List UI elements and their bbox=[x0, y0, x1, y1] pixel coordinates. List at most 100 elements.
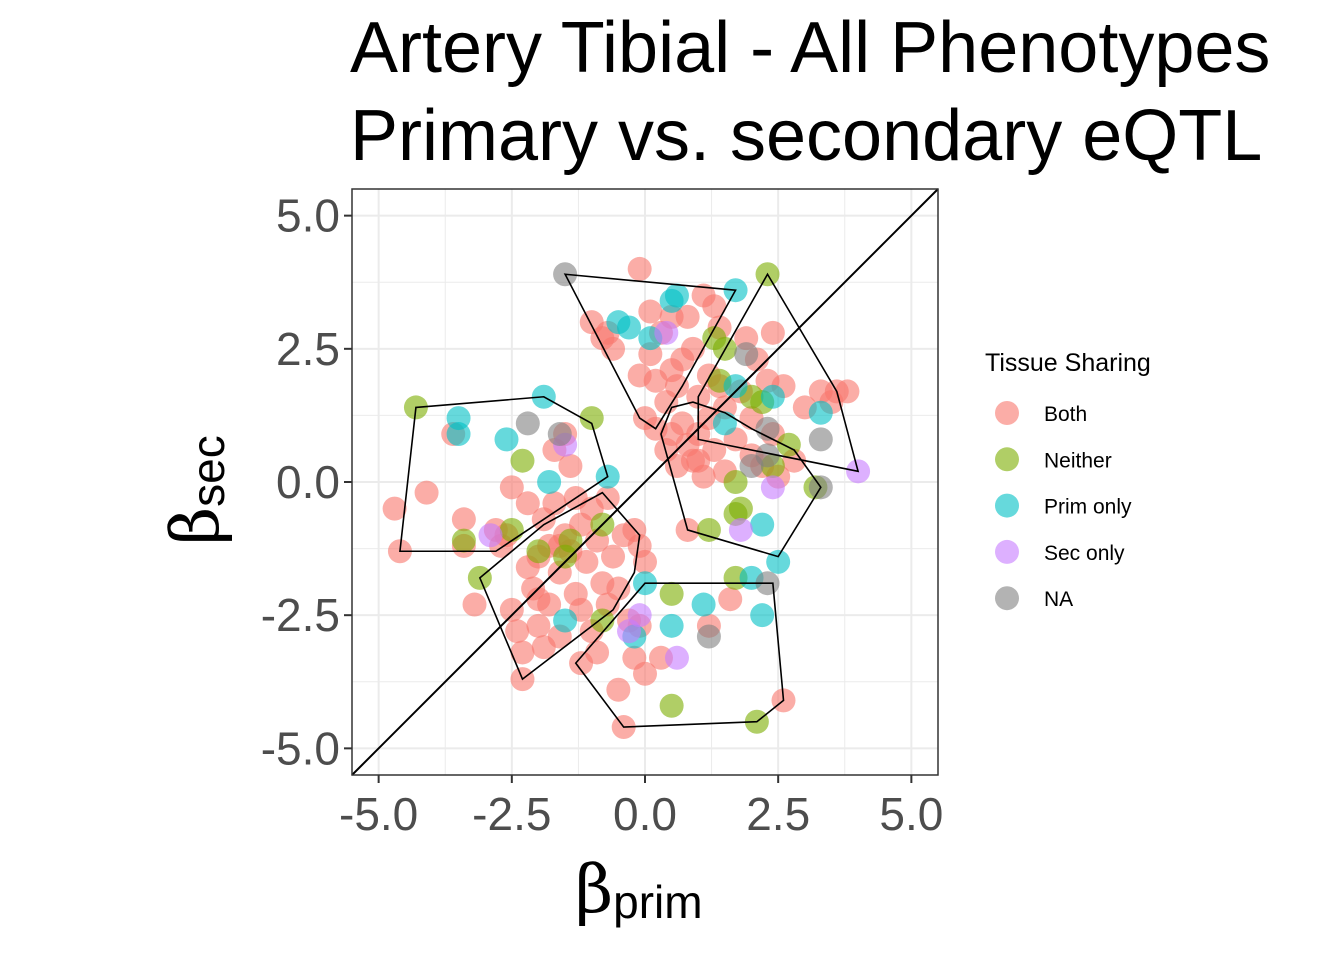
data-point bbox=[734, 342, 759, 367]
data-point bbox=[606, 677, 631, 702]
data-point bbox=[633, 661, 657, 686]
identity-line bbox=[351, 188, 939, 776]
data-point bbox=[638, 299, 663, 324]
svg-text:βsec: βsec bbox=[157, 435, 234, 545]
y-tick-label: -2.5 bbox=[261, 589, 340, 641]
x-tick-label: -2.5 bbox=[472, 788, 551, 840]
data-point bbox=[499, 517, 524, 542]
data-point bbox=[585, 640, 610, 665]
data-point bbox=[654, 320, 679, 345]
data-point bbox=[766, 549, 791, 574]
y-tick-label: 2.5 bbox=[276, 323, 340, 375]
legend-key bbox=[995, 586, 1019, 611]
chart-title-line-1: Artery Tibial - All Phenotypes bbox=[350, 8, 1270, 88]
data-point bbox=[723, 374, 748, 399]
data-point bbox=[542, 491, 567, 516]
data-point bbox=[510, 448, 535, 473]
y-tick-labels: -5.0 -2.5 0.0 2.5 5.0 bbox=[261, 190, 352, 774]
data-point bbox=[633, 549, 657, 574]
legend-label: Both bbox=[1044, 403, 1087, 426]
cluster-hull bbox=[697, 272, 860, 473]
data-point bbox=[750, 512, 775, 537]
legend-label: NA bbox=[1044, 588, 1073, 611]
legend-label: Sec only bbox=[1044, 542, 1125, 565]
y-axis-label: βsec bbox=[157, 435, 234, 545]
data-point bbox=[627, 256, 652, 281]
data-point bbox=[579, 406, 604, 431]
data-point bbox=[659, 422, 684, 447]
data-point bbox=[702, 294, 727, 319]
x-tick-label: 0.0 bbox=[613, 788, 677, 840]
data-point bbox=[728, 517, 753, 542]
data-point bbox=[526, 613, 551, 638]
data-point bbox=[686, 448, 711, 473]
data-point bbox=[755, 416, 780, 441]
y-tick-label: 0.0 bbox=[276, 456, 340, 508]
x-tick-label: 5.0 bbox=[879, 788, 943, 840]
data-point bbox=[574, 549, 599, 574]
data-point bbox=[696, 624, 721, 649]
x-tick-label: -5.0 bbox=[339, 788, 418, 840]
x-axis-symbol: β bbox=[575, 851, 613, 928]
data-point bbox=[627, 603, 652, 628]
data-point bbox=[601, 544, 626, 569]
cluster-hull bbox=[478, 491, 641, 681]
data-point bbox=[547, 422, 572, 447]
data-point bbox=[664, 374, 689, 399]
data-point bbox=[808, 400, 833, 425]
data-point bbox=[505, 619, 530, 644]
data-point bbox=[526, 539, 551, 564]
data-point bbox=[606, 576, 631, 601]
x-axis-subscript: prim bbox=[613, 876, 702, 928]
y-tick-label: 5.0 bbox=[276, 190, 340, 242]
cluster-hull bbox=[399, 395, 609, 553]
data-point bbox=[835, 379, 860, 404]
legend-title: Tissue Sharing bbox=[985, 349, 1151, 377]
data-point bbox=[451, 507, 476, 532]
legend: Tissue Sharing Both Neither Prim only Sec o… bbox=[985, 349, 1151, 611]
data-point bbox=[696, 517, 721, 542]
cluster-hull bbox=[574, 582, 785, 728]
data-point bbox=[553, 608, 578, 633]
data-point bbox=[664, 645, 689, 670]
data-point bbox=[664, 283, 689, 308]
data-point bbox=[558, 454, 583, 479]
data-point bbox=[659, 613, 684, 638]
data-point bbox=[718, 587, 743, 612]
data-point bbox=[382, 496, 407, 521]
data-point bbox=[499, 597, 524, 622]
data-point bbox=[691, 592, 716, 617]
data-point bbox=[723, 470, 748, 494]
y-axis-symbol: β bbox=[157, 507, 234, 545]
data-point bbox=[515, 411, 540, 436]
data-point bbox=[680, 336, 705, 361]
data-point bbox=[494, 427, 519, 452]
data-point bbox=[510, 640, 535, 665]
data-point bbox=[414, 480, 439, 505]
data-point bbox=[558, 528, 583, 553]
x-tick-labels: -5.0 -2.5 0.0 2.5 5.0 bbox=[339, 775, 943, 840]
data-point bbox=[499, 475, 524, 500]
data-point bbox=[515, 491, 540, 516]
x-axis-label: βprim bbox=[575, 851, 703, 928]
data-point bbox=[446, 422, 471, 447]
data-point bbox=[728, 496, 753, 521]
x-tick-label: 2.5 bbox=[746, 788, 810, 840]
data-point bbox=[760, 384, 785, 409]
data-point bbox=[755, 443, 780, 468]
legend-key bbox=[995, 447, 1019, 472]
data-point bbox=[750, 603, 775, 628]
data-point bbox=[478, 523, 503, 548]
cluster-hull bbox=[660, 401, 822, 558]
data-point bbox=[808, 427, 833, 452]
cluster-hull bbox=[563, 273, 737, 430]
legend-label: Prim only bbox=[1044, 496, 1132, 519]
y-tick-label: -5.0 bbox=[261, 722, 340, 774]
data-point bbox=[462, 592, 487, 617]
legend-key bbox=[995, 401, 1019, 425]
legend-key bbox=[995, 493, 1019, 518]
data-point bbox=[659, 693, 684, 718]
data-point bbox=[760, 475, 785, 500]
data-point bbox=[451, 528, 476, 553]
